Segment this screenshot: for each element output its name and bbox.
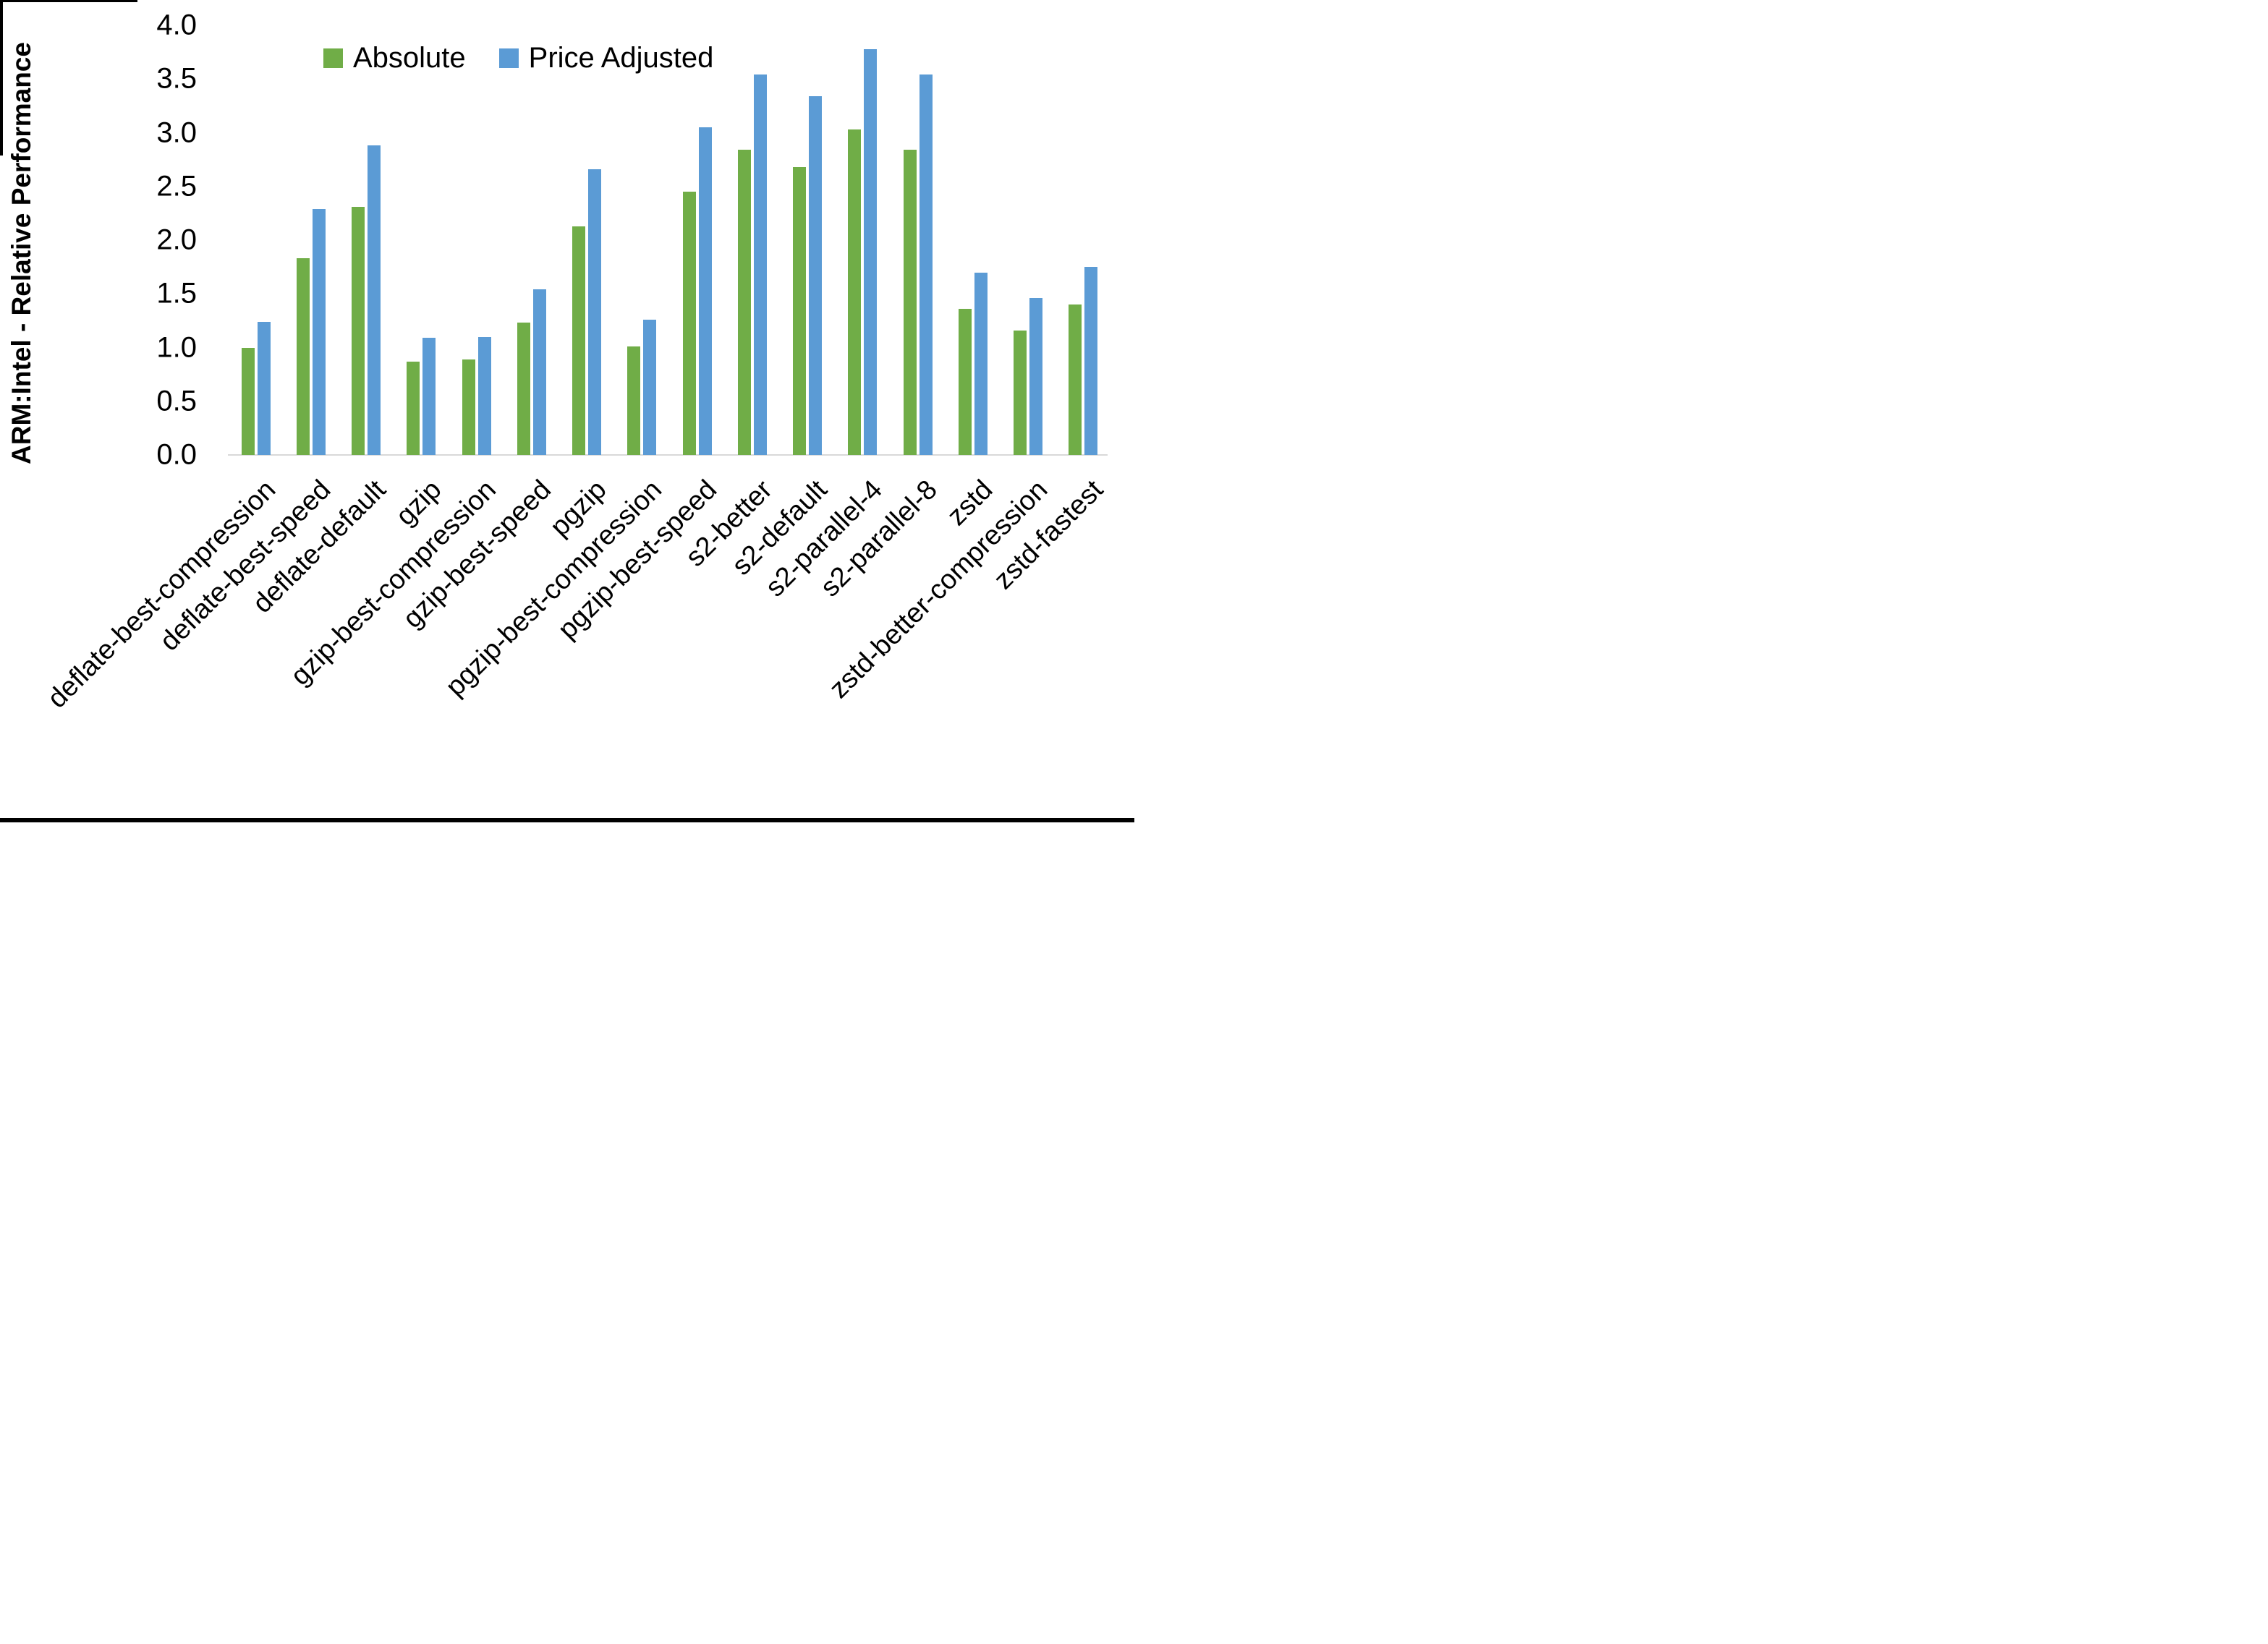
bar-price-adjusted-zstd-fastest [1084, 267, 1098, 455]
bar-absolute-pgzip-best-speed [682, 192, 696, 455]
bar-price-adjusted-deflate-default [368, 145, 381, 455]
bar-absolute-gzip-best-compression [462, 359, 475, 455]
bar-absolute-zstd-fastest [1069, 304, 1082, 455]
bar-absolute-deflate-best-speed [296, 258, 310, 455]
bar-price-adjusted-s2-parallel-8 [919, 74, 933, 455]
chart-page: ARM:Intel - Relative Performance Absolut… [0, 0, 1134, 822]
y-tick-label-2.5: 2.5 [156, 170, 197, 203]
legend-swatch-icon [323, 48, 343, 68]
bar-absolute-deflate-best-compression [241, 347, 255, 455]
legend-item-absolute: Absolute [323, 42, 466, 74]
y-tick-label-1.5: 1.5 [156, 277, 197, 310]
bar-absolute-gzip [407, 361, 420, 455]
bar-price-adjusted-deflate-best-compression [257, 321, 271, 455]
legend-swatch-icon [498, 48, 519, 68]
bar-price-adjusted-gzip-best-compression [477, 336, 491, 455]
y-tick-label-3.5: 3.5 [156, 62, 197, 95]
bottom-border [0, 818, 1134, 822]
legend-label: Absolute [353, 42, 466, 74]
y-axis-title: ARM:Intel - Relative Performance [7, 42, 36, 464]
bar-price-adjusted-s2-default [809, 96, 822, 455]
y-tick-label-3.0: 3.0 [156, 116, 197, 148]
bar-price-adjusted-pgzip-best-compression [643, 319, 657, 455]
y-tick-label-1.0: 1.0 [156, 331, 197, 363]
y-tick-label-2.0: 2.0 [156, 223, 197, 256]
x-label-deflate-best-compression: deflate-best-compression [41, 474, 282, 715]
legend-item-price-adjusted: Price Adjusted [498, 42, 714, 74]
bar-price-adjusted-zstd-better-compression [1029, 298, 1042, 455]
bar-absolute-s2-parallel-8 [903, 150, 917, 455]
bar-absolute-s2-better [737, 150, 751, 455]
bar-absolute-gzip-best-speed [517, 323, 530, 455]
bar-price-adjusted-s2-parallel-4 [864, 48, 878, 455]
bar-price-adjusted-s2-better [753, 74, 767, 455]
bar-absolute-zstd [958, 309, 972, 455]
left-border-mark [0, 0, 3, 156]
bar-price-adjusted-pgzip-best-speed [698, 127, 712, 455]
y-tick-label-0.0: 0.0 [156, 438, 197, 471]
bar-price-adjusted-gzip-best-speed [532, 289, 546, 455]
bar-absolute-pgzip [572, 226, 585, 455]
y-tick-label-0.5: 0.5 [156, 385, 197, 417]
legend-label: Price Adjusted [528, 42, 714, 74]
bar-absolute-pgzip-best-compression [627, 346, 641, 455]
bar-absolute-s2-parallel-4 [848, 129, 862, 455]
bar-price-adjusted-zstd [974, 272, 988, 455]
bar-price-adjusted-gzip [422, 338, 436, 455]
legend: Absolute Price Adjusted [323, 42, 713, 74]
bar-price-adjusted-pgzip [588, 169, 601, 455]
y-tick-label-4.0: 4.0 [156, 9, 197, 41]
top-border-mark [0, 0, 137, 2]
x-axis-line [228, 454, 1108, 456]
bar-absolute-deflate-default [352, 206, 365, 455]
bar-absolute-s2-default [793, 167, 806, 455]
bar-price-adjusted-deflate-best-speed [312, 208, 326, 455]
bar-absolute-zstd-better-compression [1014, 330, 1027, 455]
